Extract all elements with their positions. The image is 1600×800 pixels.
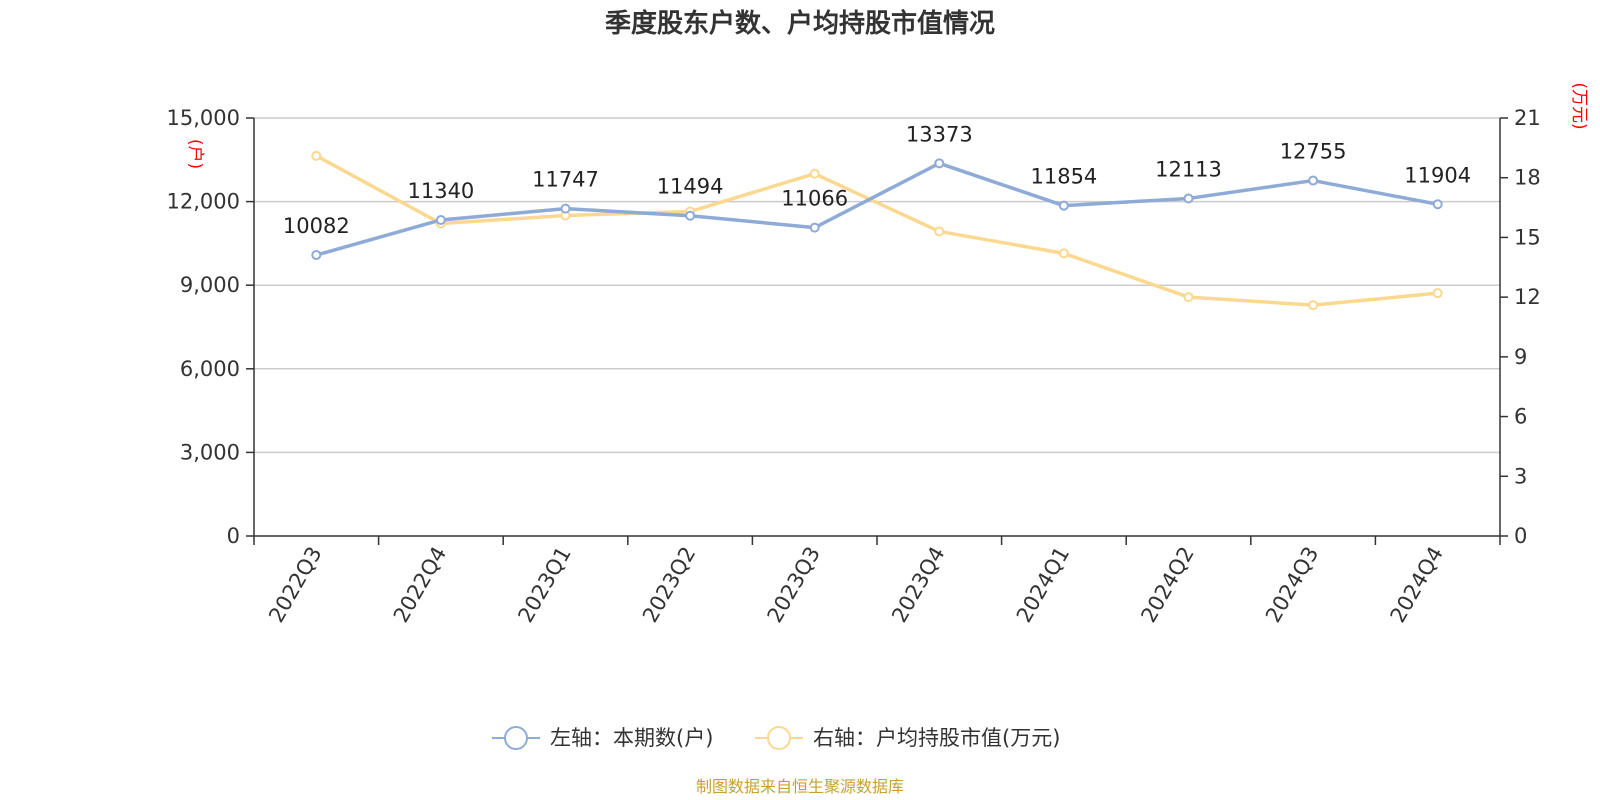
data-source-note: 制图数据来自恒生聚源数据库 (696, 777, 904, 796)
data-label: 11066 (781, 187, 848, 211)
point-right (311, 150, 322, 161)
data-label: 12755 (1280, 140, 1347, 164)
point-right (934, 226, 945, 237)
left-tick-label: 3,000 (180, 440, 240, 464)
right-tick-label: 12 (1514, 285, 1541, 309)
point-right (1432, 288, 1443, 299)
series-line-left (315, 161, 1439, 257)
point-left (1183, 193, 1194, 204)
legend-marker-icon (504, 726, 528, 750)
x-tick-label: 2024Q1 (1012, 543, 1074, 627)
right-tick-label: 18 (1514, 166, 1541, 190)
legend: 左轴：本期数(户) 右轴：户均持股市值(万元) (492, 726, 1060, 750)
data-label: 11854 (1030, 165, 1097, 189)
legend-item-left-series[interactable]: 左轴：本期数(户) (492, 726, 713, 750)
series-lines (311, 150, 1443, 311)
right-tick-label: 0 (1514, 524, 1527, 548)
left-axis-unit: (户) (185, 139, 205, 169)
data-label: 11904 (1404, 163, 1471, 187)
point-left (1058, 200, 1069, 211)
point-left (934, 158, 945, 169)
x-tick-label: 2024Q3 (1261, 543, 1323, 627)
legend-item-right-series[interactable]: 右轴：户均持股市值(万元) (755, 726, 1060, 750)
right-tick-label: 15 (1514, 225, 1541, 249)
point-left (560, 203, 571, 214)
data-label: 11494 (657, 175, 724, 199)
left-tick-label: 9,000 (180, 273, 240, 297)
data-label: 12113 (1155, 157, 1222, 181)
point-right (1308, 300, 1319, 311)
data-label: 10082 (283, 214, 350, 238)
series-line-right (315, 154, 1438, 307)
point-left (1432, 199, 1443, 210)
point-left (435, 214, 446, 225)
right-tick-label: 3 (1514, 464, 1527, 488)
data-labels: 10082 11340 11747 11494 11066 13373 11854 12113… (283, 122, 1471, 238)
point-right (1183, 292, 1194, 303)
data-label: 13373 (906, 122, 973, 146)
legend-label-left: 左轴：本期数(户) (550, 726, 713, 750)
data-label: 11747 (532, 168, 599, 192)
right-tick-label: 6 (1514, 405, 1527, 429)
x-tick-label: 2023Q3 (763, 543, 825, 627)
legend-marker-icon (767, 726, 791, 750)
x-tick-label: 2022Q4 (389, 543, 451, 627)
x-tick-label: 2022Q3 (264, 543, 326, 627)
right-axis-unit: (万元) (1569, 82, 1589, 129)
point-left (1308, 175, 1319, 186)
right-tick-label: 9 (1514, 345, 1527, 369)
left-tick-label: 6,000 (180, 357, 240, 381)
x-tick-label: 2024Q4 (1386, 543, 1448, 627)
x-tick-label: 2024Q2 (1136, 543, 1198, 627)
point-left (809, 222, 820, 233)
left-tick-label: 15,000 (167, 106, 240, 130)
point-right (809, 168, 820, 179)
left-tick-label: 12,000 (167, 190, 240, 214)
x-tick-label: 2023Q1 (513, 543, 575, 627)
data-label: 11340 (407, 179, 474, 203)
left-tick-label: 0 (227, 524, 240, 548)
point-right (1058, 248, 1069, 259)
x-tick-label: 2023Q4 (887, 543, 949, 627)
right-tick-label: 21 (1514, 106, 1541, 130)
grid-lines (254, 117, 1500, 454)
point-left (685, 210, 696, 221)
chart-title: 季度股东户数、户均持股市值情况 (605, 8, 995, 39)
legend-label-right: 右轴：户均持股市值(万元) (813, 726, 1060, 750)
x-tick-label: 2023Q2 (638, 543, 700, 627)
point-left (311, 250, 322, 261)
